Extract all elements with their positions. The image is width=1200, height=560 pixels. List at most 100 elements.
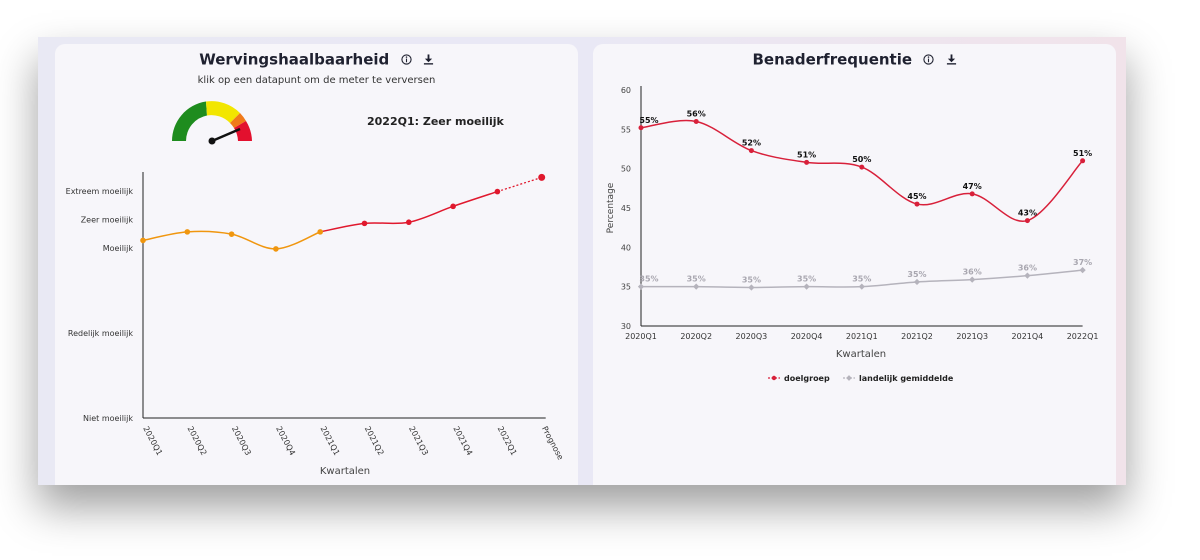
data-label: 37% <box>1073 258 1092 267</box>
y-axis-title: Percentage <box>606 182 616 233</box>
card-title-row: Benaderfrequentie <box>593 50 1116 69</box>
data-point <box>450 203 456 210</box>
gauge-zone-green <box>172 101 207 141</box>
x-axis-title: Kwartalen <box>320 466 370 477</box>
data-label: 36% <box>963 268 982 277</box>
data-point <box>638 125 644 131</box>
gauge-zone-orange <box>230 113 246 128</box>
info-icon[interactable] <box>923 51 934 69</box>
data-point <box>184 229 191 235</box>
data-label: 45% <box>907 192 926 201</box>
x-tick-label: 2022Q1 <box>496 425 519 457</box>
x-tick-label: 2020Q1 <box>625 332 657 341</box>
data-point <box>969 276 976 283</box>
y-tick-label: 30 <box>621 322 631 331</box>
data-point <box>914 201 920 207</box>
data-label: 35% <box>797 275 816 284</box>
download-icon[interactable] <box>946 51 957 69</box>
series-line-doelgroep <box>640 119 1084 222</box>
data-label: 35% <box>639 275 658 284</box>
x-tick-label: 2021Q2 <box>363 425 386 457</box>
x-tick-label: 2020Q3 <box>736 332 768 341</box>
x-tick-label: Prognose <box>540 425 565 462</box>
data-point <box>406 219 412 226</box>
download-icon[interactable] <box>423 51 434 69</box>
data-point <box>361 220 368 227</box>
chart-instruction: klik op een datapunt om de meter te verv… <box>197 75 436 86</box>
data-point <box>538 173 546 181</box>
x-tick-label: 2021Q3 <box>956 332 988 341</box>
gauge-hub <box>208 137 216 145</box>
data-point <box>748 148 754 154</box>
gauge-zone-red <box>234 121 252 141</box>
gauge-needle <box>211 127 241 143</box>
data-point <box>913 278 921 286</box>
data-label: 51% <box>1073 149 1092 158</box>
info-icon[interactable] <box>400 51 412 69</box>
data-label: 55% <box>639 116 658 125</box>
x-tick-label: 2020Q4 <box>274 425 297 457</box>
selected-quarter-status: 2022Q1: Zeer moeilijk <box>367 115 504 128</box>
data-label: 43% <box>1018 209 1037 218</box>
card-title-row: Wervingshaalbaarheid <box>55 50 578 69</box>
data-point <box>273 246 279 252</box>
data-label: 35% <box>742 275 761 284</box>
data-label: 51% <box>797 150 816 159</box>
y-level-label: Redelijk moeilijk <box>68 329 133 338</box>
data-label: 47% <box>963 182 982 191</box>
data-point <box>1024 272 1031 279</box>
data-point <box>693 118 699 124</box>
data-label: 35% <box>687 275 706 284</box>
data-point <box>859 164 865 170</box>
y-tick-label: 45 <box>621 204 631 213</box>
data-label: 35% <box>852 275 871 284</box>
data-point <box>858 283 865 290</box>
x-tick-label: 2020Q2 <box>186 425 209 457</box>
data-label: 56% <box>687 109 706 118</box>
y-tick-label: 40 <box>621 243 631 252</box>
approach-frequency-title: Benaderfrequentie <box>752 50 913 69</box>
y-level-label: Extreem moeilijk <box>66 187 134 196</box>
data-point <box>494 188 501 195</box>
y-level-label: Niet moeilijk <box>83 414 133 423</box>
legend-swatch-marker <box>771 375 777 381</box>
x-axis-title: Kwartalen <box>836 349 886 360</box>
legend-label: landelijk gemiddelde <box>859 374 954 383</box>
legend-swatch-marker <box>846 375 852 381</box>
difficulty-gauge <box>167 96 257 152</box>
data-point <box>228 231 235 237</box>
data-point <box>693 283 700 290</box>
y-level-label: Moeilijk <box>103 244 134 253</box>
feasibility-line-chart: Niet moeilijk Redelijk moeilijk Moeilijk Ze… <box>66 172 565 477</box>
recruitment-feasibility-card: Wervingshaalbaarheid klik op een datapun… <box>55 44 578 485</box>
recruitment-feasibility-title: Wervingshaalbaarheid <box>199 50 390 69</box>
data-point <box>140 237 146 244</box>
series-line-recent <box>320 190 498 233</box>
data-point <box>748 284 755 291</box>
data-label: 36% <box>1018 264 1037 273</box>
data-point <box>803 283 810 290</box>
legend-label: doelgroep <box>784 374 830 383</box>
gauge-zone-yellow <box>206 101 240 123</box>
series-line-forecast <box>497 176 542 193</box>
x-tick-label: 2021Q1 <box>318 425 341 457</box>
data-point <box>1080 158 1086 164</box>
x-tick-label: 2021Q3 <box>407 425 430 457</box>
approach-frequency-card: Benaderfrequentie 30 35 40 45 50 55 60 Percenta… <box>593 44 1116 485</box>
x-tick-label: 2021Q4 <box>451 425 474 457</box>
data-point <box>804 159 810 165</box>
data-label: 50% <box>852 155 871 164</box>
x-tick-label: 2021Q4 <box>1012 332 1044 341</box>
data-label: 35% <box>907 270 926 279</box>
x-tick-label: 2021Q2 <box>901 332 933 341</box>
approach-frequency-line-chart: 30 35 40 45 50 55 60 Percentage 2020Q1 2020Q2 2020… <box>606 86 1098 383</box>
data-point <box>969 191 975 197</box>
data-point <box>317 229 324 235</box>
data-point <box>1079 267 1086 274</box>
y-level-label: Zeer moeilijk <box>81 215 134 224</box>
data-label: 52% <box>742 139 761 148</box>
x-tick-label: 2020Q2 <box>680 332 712 341</box>
y-tick-label: 50 <box>621 165 631 174</box>
y-tick-label: 35 <box>621 283 631 292</box>
y-tick-label: 60 <box>621 86 631 95</box>
